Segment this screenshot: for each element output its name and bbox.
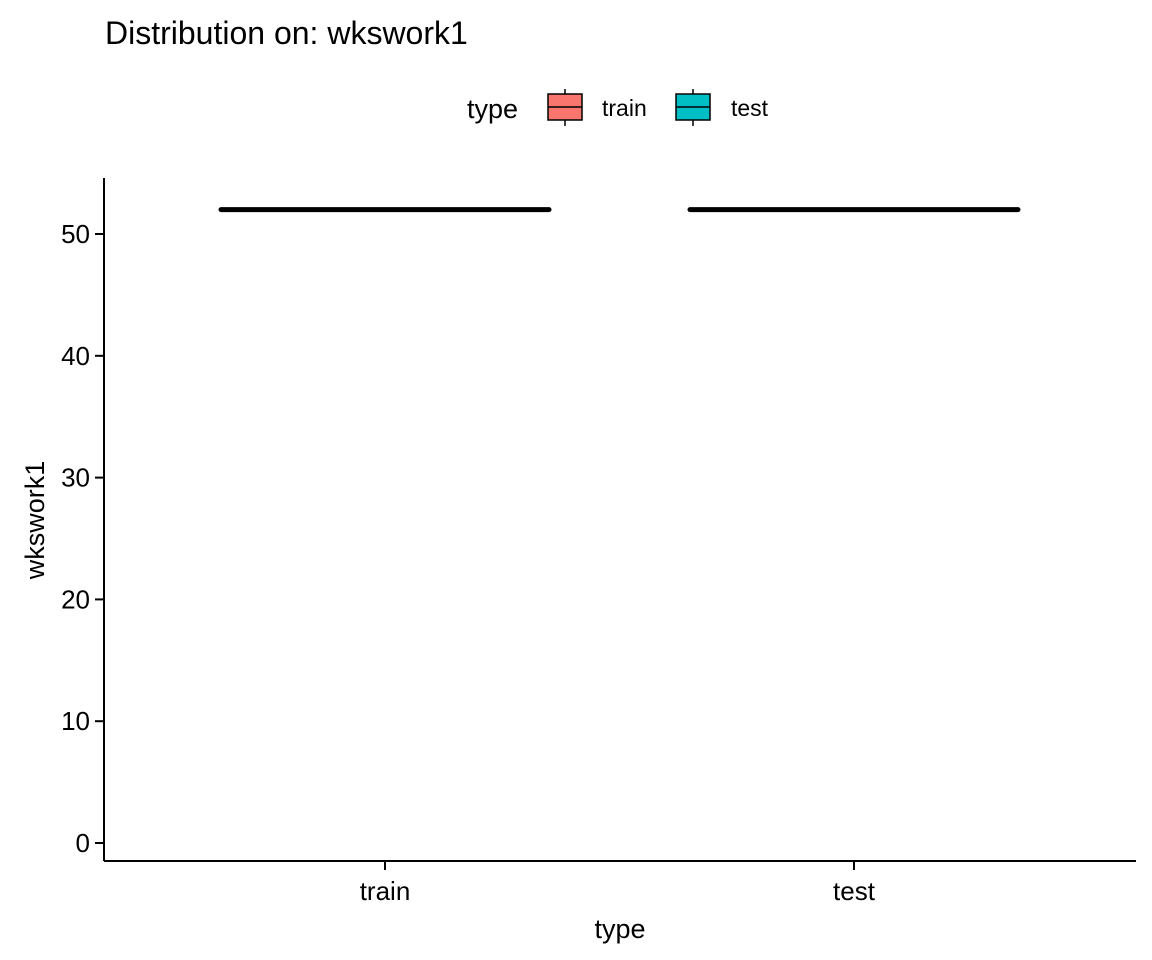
y-tick-label: 40 [61, 341, 90, 371]
legend-item-train: train [547, 89, 647, 126]
y-axis-label: wkswork1 [20, 461, 50, 581]
y-tick-label: 20 [61, 584, 90, 614]
y-tick-label: 30 [61, 463, 90, 493]
y-tick-label: 10 [61, 706, 90, 736]
chart-title: Distribution on: wkswork1 [105, 15, 468, 51]
y-axis-ticks: 0 10 20 30 40 50 [61, 219, 104, 858]
x-tick-label: train [360, 876, 411, 906]
x-axis-label: type [594, 914, 645, 944]
legend-title: type [467, 94, 518, 124]
legend-item-test: test [675, 89, 769, 126]
y-tick-label: 50 [61, 219, 90, 249]
x-axis-ticks: train test [360, 861, 876, 906]
y-tick-label: 0 [76, 828, 90, 858]
legend-label-train: train [602, 95, 647, 121]
legend: type train test [467, 89, 769, 126]
legend-label-test: test [731, 95, 769, 121]
x-tick-label: test [833, 876, 876, 906]
